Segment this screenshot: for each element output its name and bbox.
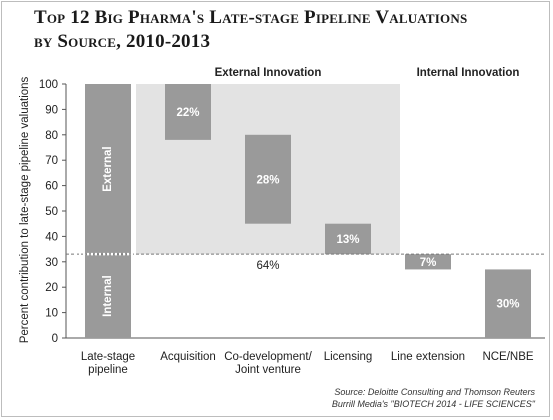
y-tick-label-70: 70	[45, 155, 58, 167]
y-tick-label-10: 10	[45, 308, 58, 320]
chart-title-line-1: Top 12 Big Pharma's Late-stage Pipeline …	[34, 7, 468, 28]
source-note: Source: Deloitte Consulting and Thomson …	[332, 386, 535, 410]
group-label-external: External Innovation	[215, 67, 322, 79]
bar-co-development-joint-venture	[245, 134, 291, 224]
x-tick-label-co-development-joint-venture: Co-development/Joint venture	[224, 351, 312, 376]
y-tick-label-40: 40	[45, 231, 58, 243]
x-tick-label-acquisition: Acquisition	[160, 351, 216, 363]
bar-line-extension	[405, 254, 451, 270]
x-tick-label-line: pipeline	[88, 364, 128, 376]
segment-label-internal: Internal	[102, 275, 114, 317]
bar-late-stage-internal	[85, 254, 131, 338]
bar-nce-nbe	[485, 269, 531, 338]
segment-label-external: External	[102, 146, 114, 191]
y-tick-label-100: 100	[39, 79, 58, 91]
bar-licensing	[325, 223, 371, 255]
value-label-line-extension: 7%	[420, 257, 437, 269]
x-tick-label-line: NCE/NBE	[482, 351, 533, 363]
x-tick-label-line: Licensing	[324, 351, 373, 363]
reference-line-label: 64%	[256, 260, 279, 272]
x-tick-label-line-extension: Line extension	[391, 351, 465, 363]
bar-late-stage-external	[85, 84, 131, 255]
value-label-co-development-joint-venture: 28%	[256, 174, 279, 186]
x-tick-label-line: Late-stage	[81, 351, 135, 363]
y-tick-label-0: 0	[52, 333, 58, 345]
x-tick-label-line: Joint venture	[235, 364, 301, 376]
x-tick-label-late-stage-pipeline: Late-stage pipeline	[81, 351, 135, 376]
y-tick-label-20: 20	[45, 282, 58, 294]
x-tick-label-line: Co-development/	[224, 351, 312, 363]
chart-title-line-2: by Source, 2010-2013	[34, 31, 211, 52]
y-tick-label-30: 30	[45, 257, 58, 269]
value-label-acquisition: 22%	[176, 107, 199, 119]
x-tick-label-line: Line extension	[391, 351, 465, 363]
source-line-1: Source: Deloitte Consulting and Thomson …	[334, 387, 535, 397]
y-tick-label-50: 50	[45, 206, 58, 218]
x-tick-label-nce-nbe: NCE/NBE	[482, 351, 533, 363]
value-label-licensing: 13%	[336, 234, 359, 246]
x-tick-label-licensing: Licensing	[324, 351, 373, 363]
y-tick-label-80: 80	[45, 130, 58, 142]
value-label-nce-nbe: 30%	[496, 299, 519, 311]
source-line-2: Burrill Media's "BIOTECH 2014 - LIFE SCI…	[331, 399, 535, 409]
y-tick-label-90: 90	[45, 104, 58, 116]
x-tick-label-line: Acquisition	[160, 351, 216, 363]
chart-title: Top 12 Big Pharma's Late-stage Pipeline …	[34, 6, 534, 54]
bar-acquisition	[165, 84, 211, 140]
group-label-internal: Internal Innovation	[417, 67, 520, 79]
y-tick-label-60: 60	[45, 181, 58, 193]
